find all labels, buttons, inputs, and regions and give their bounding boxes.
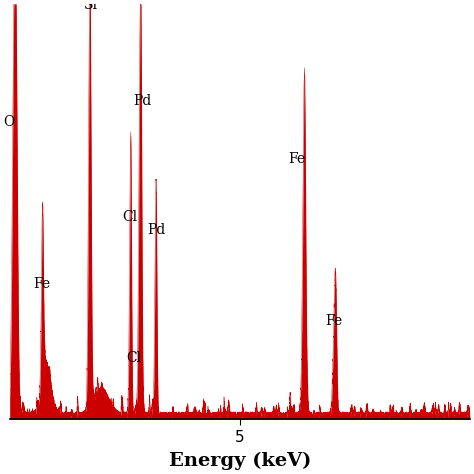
Text: Fe: Fe (34, 276, 51, 291)
X-axis label: Energy (keV): Energy (keV) (169, 452, 311, 470)
Text: Fe: Fe (325, 314, 342, 328)
Text: Cl: Cl (122, 210, 137, 224)
Text: Fe: Fe (288, 152, 305, 166)
Text: Pd: Pd (148, 223, 166, 237)
Text: Cl: Cl (126, 351, 141, 365)
Text: Pd: Pd (133, 94, 151, 108)
Text: Si: Si (84, 0, 98, 12)
Text: O: O (3, 115, 14, 128)
